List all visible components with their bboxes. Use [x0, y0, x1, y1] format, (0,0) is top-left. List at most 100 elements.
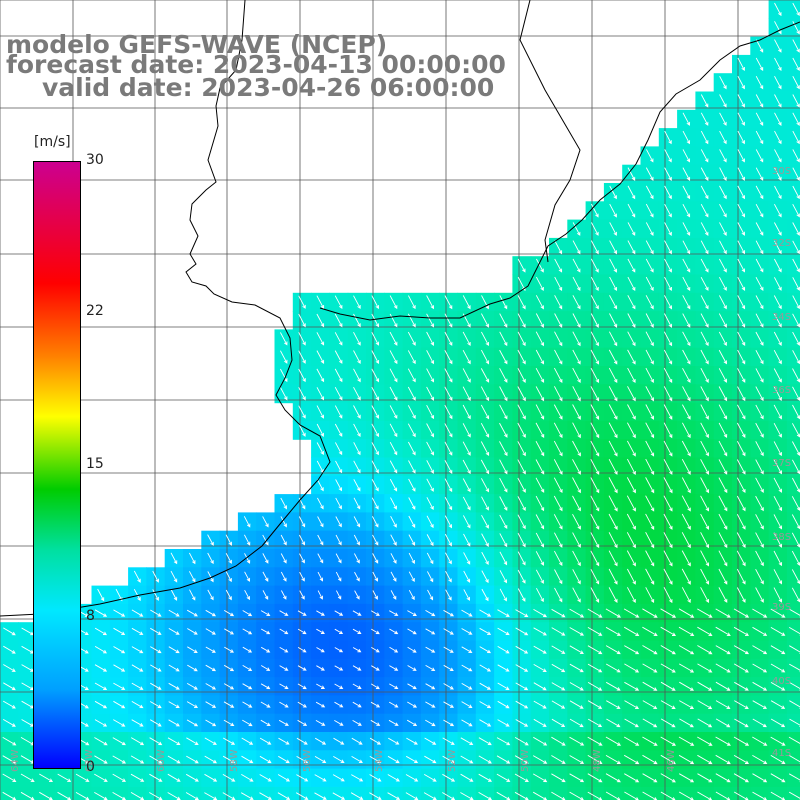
wind-arrow: [663, 440, 673, 457]
wind-cell: [786, 622, 800, 642]
wind-arrow: [718, 495, 728, 512]
wind-arrow: [240, 792, 254, 800]
wind-arrow: [572, 404, 581, 420]
wind-arrow: [426, 460, 434, 474]
wind-arrow: [259, 737, 272, 745]
wind-arrow: [627, 276, 636, 292]
wind-arrow: [623, 626, 640, 636]
wind-arrow: [316, 479, 324, 492]
wind-arrow: [752, 736, 768, 746]
wind-arrow: [792, 149, 800, 163]
wind-arrow: [479, 627, 492, 635]
wind-arrow: [94, 609, 108, 617]
wind-arrow: [569, 663, 584, 673]
wind-arrow: [773, 441, 782, 457]
wind-arrow: [788, 791, 800, 800]
wind-arrow: [715, 718, 731, 728]
latitude-label: 39S: [772, 602, 791, 613]
wind-arrow: [499, 404, 508, 420]
wind-arrow: [222, 737, 236, 745]
wind-arrow: [645, 440, 655, 457]
wind-arrow: [642, 608, 658, 618]
wind-arrow: [94, 700, 108, 709]
wind-arrow: [515, 700, 529, 709]
wind-cell: [786, 475, 800, 495]
wind-arrow: [462, 423, 471, 438]
wind-arrow: [697, 736, 713, 746]
wind-arrow: [262, 516, 269, 528]
wind-arrow: [572, 313, 581, 328]
wind-arrow: [186, 719, 199, 727]
wind-arrow: [444, 349, 453, 365]
wind-cell: [786, 402, 800, 422]
wind-arrow: [480, 404, 490, 420]
wind-arrow: [517, 459, 526, 475]
wind-arrow: [389, 386, 398, 401]
wind-arrow: [150, 627, 162, 635]
wind-arrow: [700, 167, 709, 181]
wind-arrow: [645, 367, 654, 384]
wind-arrow: [535, 440, 545, 457]
wind-arrow: [371, 368, 380, 383]
wind-arrow: [663, 458, 673, 475]
wind-arrow: [299, 571, 305, 582]
wind-arrow: [645, 331, 654, 347]
wind-arrow: [755, 386, 764, 402]
wind-arrow: [788, 627, 800, 636]
wind-arrow: [591, 203, 599, 218]
wind-arrow: [792, 295, 800, 310]
wind-arrow: [407, 331, 416, 346]
wind-arrow: [517, 569, 526, 584]
wind-arrow: [480, 368, 490, 383]
wind-arrow: [371, 331, 380, 346]
colorbar-unit: [m/s]: [34, 134, 71, 150]
wind-arrow: [515, 609, 529, 617]
wind-arrow: [627, 203, 636, 218]
wind-arrow: [426, 534, 434, 547]
wind-arrow: [792, 39, 800, 53]
wind-arrow: [204, 773, 218, 782]
wind-cell: [36, 786, 56, 800]
wind-arrow: [752, 773, 768, 783]
wind-arrow: [480, 386, 490, 402]
wind-arrow: [569, 718, 584, 728]
wind-arrow: [551, 755, 566, 764]
wind-arrow: [624, 645, 640, 655]
wind-arrow: [298, 332, 306, 346]
wind-arrow: [737, 240, 746, 255]
wind-arrow: [497, 609, 510, 617]
wind-arrow: [426, 313, 434, 328]
latitude-label: 38S: [772, 532, 791, 543]
wind-arrow: [168, 701, 180, 708]
wind-arrow: [444, 386, 453, 401]
wind-arrow: [792, 222, 800, 236]
wind-arrow: [715, 663, 731, 673]
wind-arrow: [462, 496, 471, 511]
wind-arrow: [335, 553, 342, 564]
wind-arrow: [572, 386, 581, 402]
wind-arrow: [755, 39, 764, 53]
wind-arrow: [572, 569, 581, 585]
wind-arrow: [533, 609, 548, 618]
wind-arrow: [737, 57, 745, 72]
wind-arrow: [297, 610, 307, 616]
wind-arrow: [755, 495, 764, 512]
wind-arrow: [334, 720, 344, 726]
wind-arrow: [608, 532, 618, 549]
wind-arrow: [642, 645, 658, 655]
wind-arrow: [792, 130, 800, 145]
wind-cell: [677, 786, 696, 800]
wind-arrow: [663, 532, 673, 549]
wind-arrow: [444, 459, 453, 474]
wind-arrow: [792, 258, 800, 273]
wind-arrow: [663, 349, 673, 365]
wind-arrow: [737, 258, 746, 273]
wind-arrow: [94, 737, 108, 746]
wind-arrow: [316, 313, 325, 328]
wind-arrow: [334, 350, 343, 364]
wind-arrow: [499, 295, 508, 310]
wind-arrow: [407, 701, 418, 708]
wind-arrow: [187, 646, 198, 653]
wind-arrow: [554, 386, 563, 402]
wind-arrow: [260, 610, 271, 616]
